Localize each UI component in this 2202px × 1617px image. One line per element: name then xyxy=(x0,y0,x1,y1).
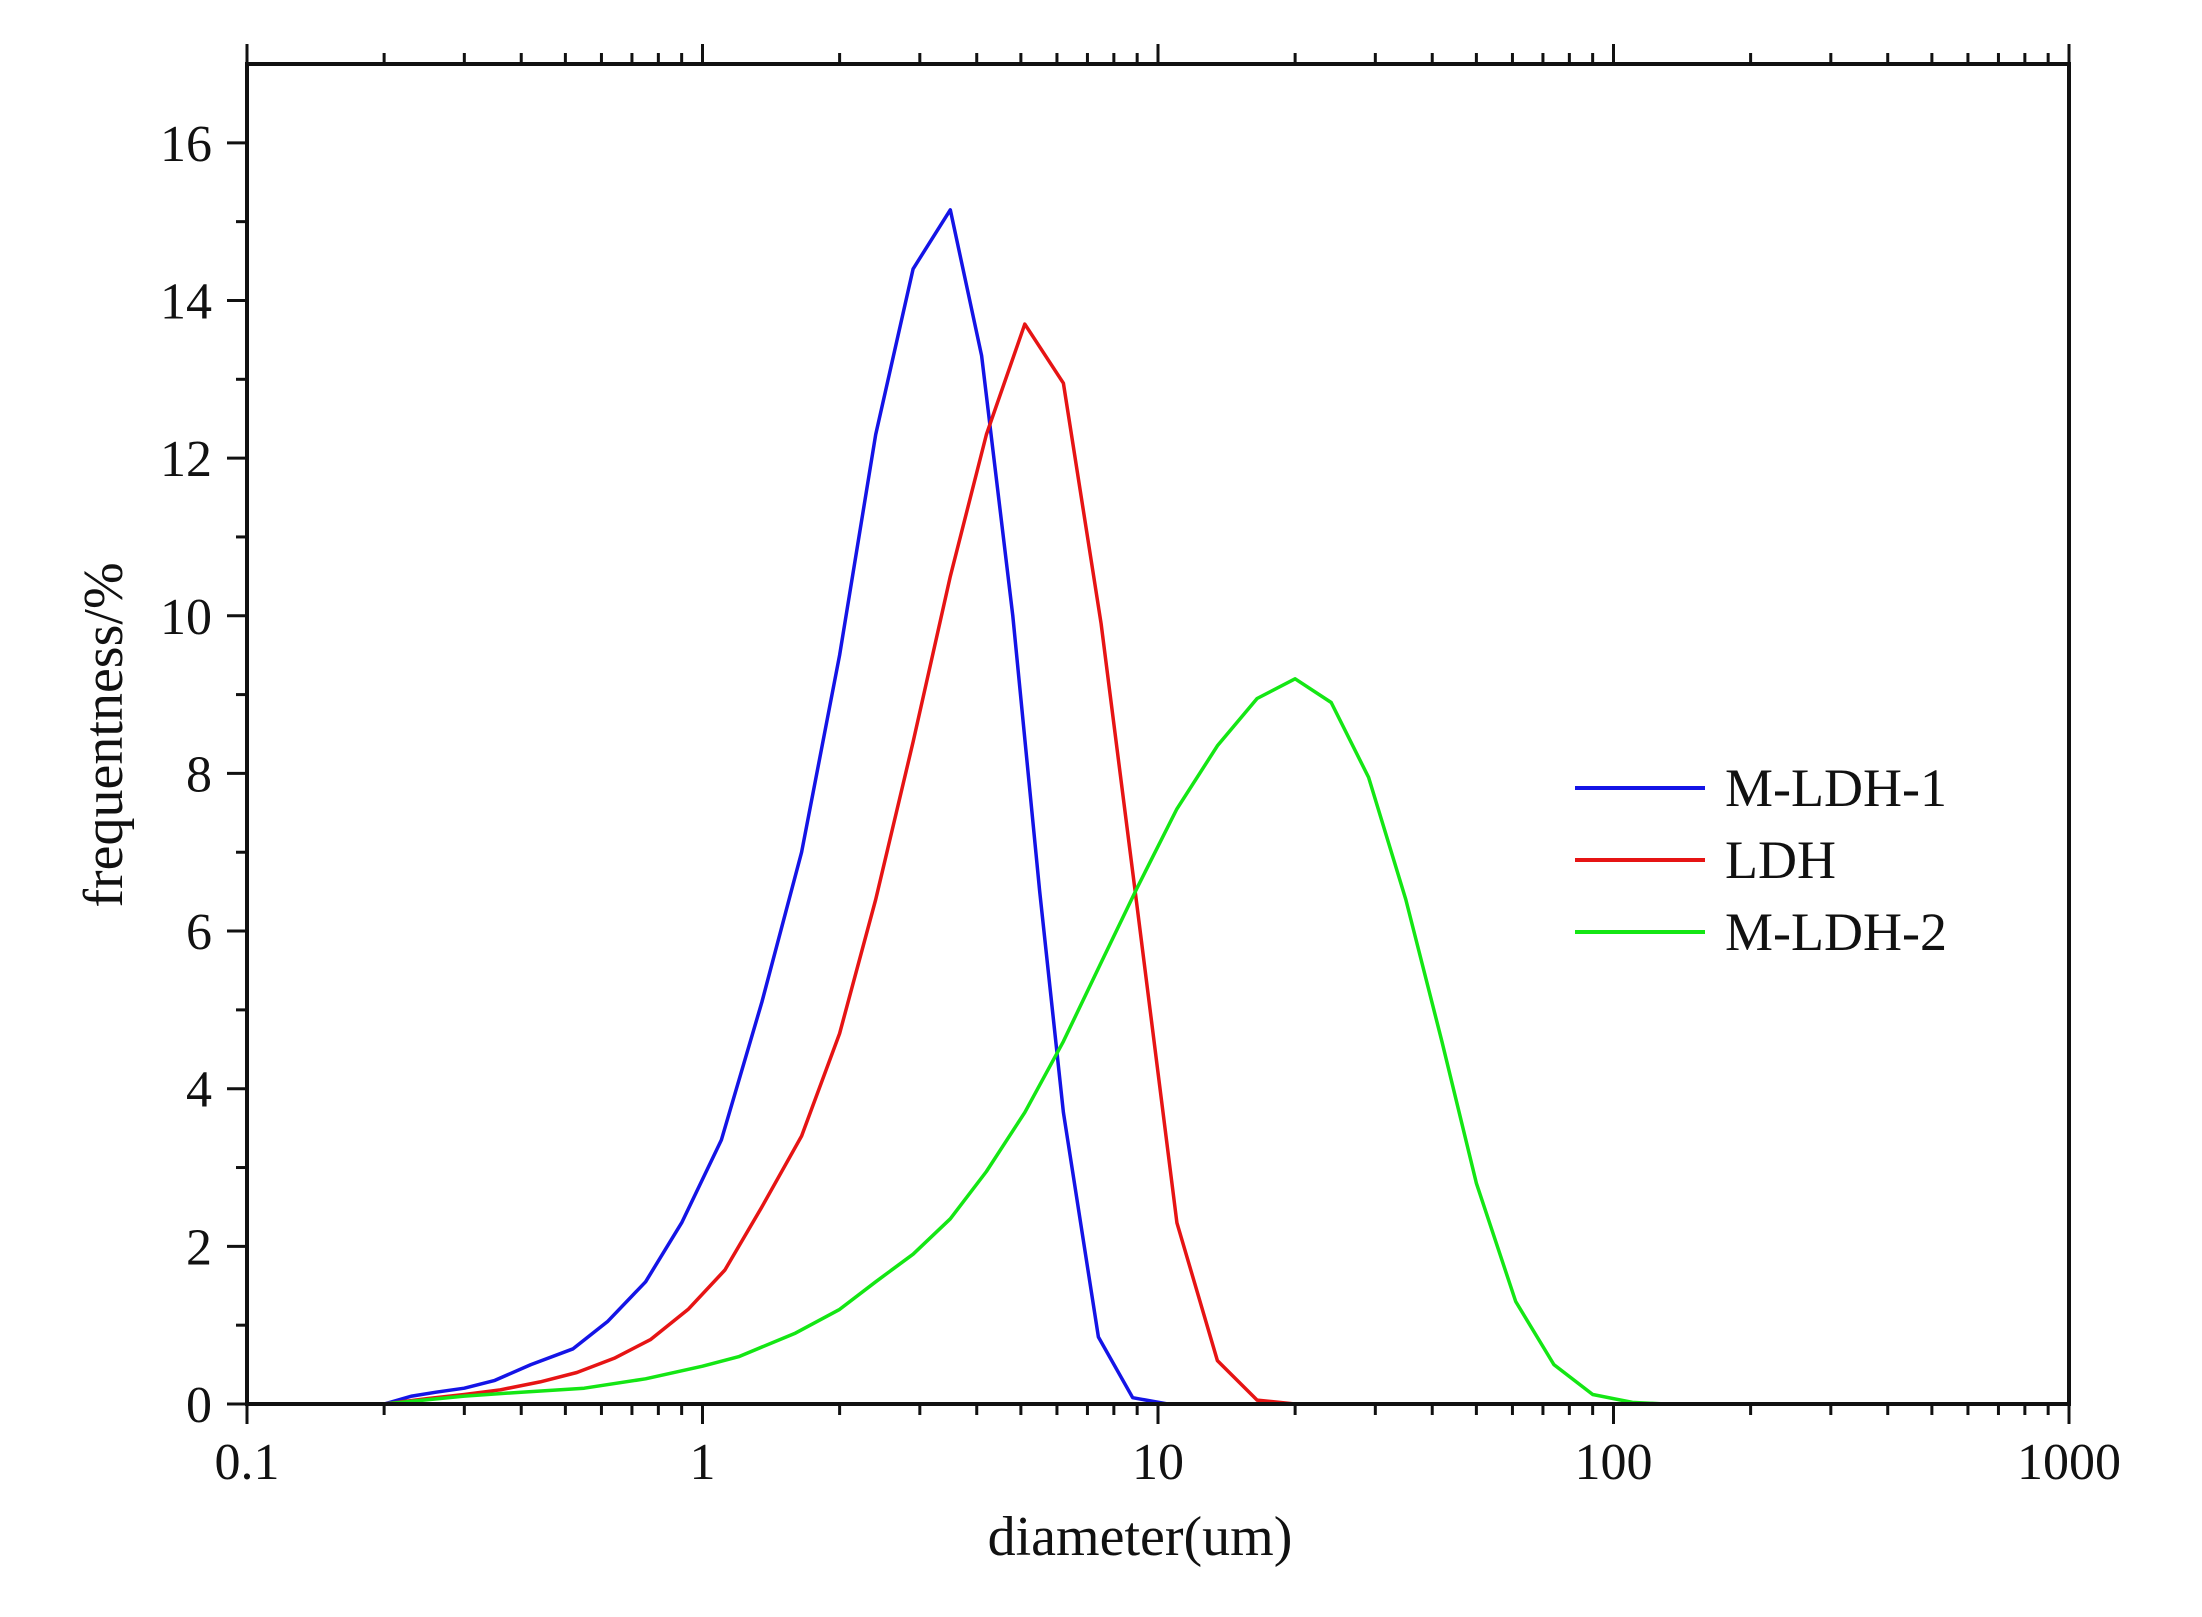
series-line-ldh xyxy=(247,322,2069,1406)
y-tick-label: 6 xyxy=(186,904,212,961)
x-axis-title: diameter(um) xyxy=(988,1506,1293,1568)
x-tick-label: 1 xyxy=(690,1434,716,1491)
x-tick-label: 0.1 xyxy=(215,1434,280,1491)
x-tick-label: 10 xyxy=(1132,1434,1184,1491)
x-tick-labels: 0.1 1 10 100 1000 xyxy=(215,1434,2122,1491)
legend-label: M-LDH-2 xyxy=(1725,902,1947,962)
legend-label: M-LDH-1 xyxy=(1725,758,1947,818)
plot-frame xyxy=(245,62,2071,1406)
y-tick-label: 12 xyxy=(160,431,212,488)
y-tick-labels: 0 2 4 6 8 10 12 14 16 xyxy=(160,116,212,1434)
y-tick-label: 0 xyxy=(186,1377,212,1434)
x-tick-label: 100 xyxy=(1575,1434,1653,1491)
series-layer xyxy=(247,208,2069,1406)
x-tick-label: 1000 xyxy=(2017,1434,2121,1491)
y-tick-label: 10 xyxy=(160,589,212,646)
series-line-m-ldh-1 xyxy=(247,208,2069,1406)
series-line-m-ldh-2 xyxy=(247,677,2069,1406)
legend: M-LDH-1 LDH M-LDH-2 xyxy=(1575,758,1947,962)
y-tick-label: 14 xyxy=(160,273,212,330)
y-axis-title: frequentness/% xyxy=(73,562,135,907)
y-tick-label: 2 xyxy=(186,1219,212,1276)
y-tick-label: 4 xyxy=(186,1062,212,1119)
y-tick-label: 8 xyxy=(186,746,212,803)
y-tick-label: 16 xyxy=(160,116,212,173)
legend-label: LDH xyxy=(1725,830,1836,890)
